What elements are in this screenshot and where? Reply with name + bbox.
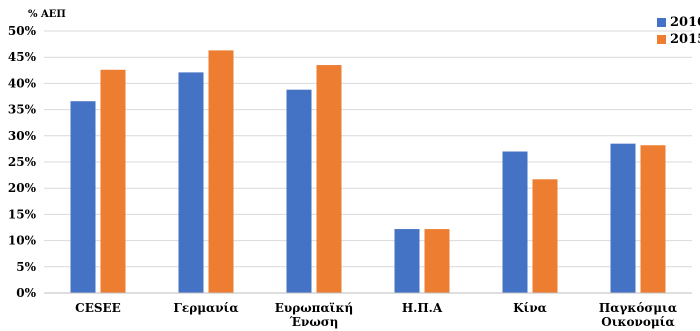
y-tick-label: 10% <box>8 234 37 248</box>
legend-item-2015: 2015 <box>657 31 700 48</box>
bars <box>70 50 666 293</box>
legend-label-2010: 2010 <box>670 15 700 30</box>
bar-2015-3 <box>424 229 450 293</box>
legend-swatch-2015 <box>657 35 666 44</box>
x-tick-label: Παγκόσμια Οικονομία <box>599 301 677 329</box>
bar-2010-3 <box>394 229 420 293</box>
x-tick-label: Η.Π.Α <box>402 301 443 315</box>
bar-2015-4 <box>532 179 558 293</box>
legend-swatch-2010 <box>657 18 666 27</box>
legend-label-2015: 2015 <box>670 32 700 47</box>
y-tick-label: 45% <box>8 50 37 64</box>
bar-2015-0 <box>100 69 126 293</box>
bar-2015-5 <box>640 145 666 293</box>
bar-2015-2 <box>316 65 342 293</box>
y-tick-label: 15% <box>8 207 37 221</box>
y-tick-label: 20% <box>8 181 37 195</box>
bar-2010-1 <box>178 72 204 293</box>
x-tick-label: Γερμανία <box>173 301 238 315</box>
bar-2015-1 <box>208 50 234 293</box>
y-tick-label: 50% <box>8 24 37 38</box>
bar-2010-0 <box>70 101 96 293</box>
y-tick-label: 25% <box>8 155 37 169</box>
x-tick-labels: CESEE Γερμανία Ευρωπαϊκή Ένωση Η.Π.Α Κίνα Παγκ… <box>75 301 677 329</box>
y-tick-labels: 0% 5% 10% 15% 20% 25% 30% 35% 40% 45% 50% <box>8 24 37 300</box>
bar-2010-2 <box>286 89 312 293</box>
bar-2010-5 <box>610 143 636 293</box>
y-tick-label: 5% <box>16 260 36 274</box>
y-tick-label: 0% <box>16 286 36 300</box>
legend-item-2010: 2010 <box>657 14 700 31</box>
y-axis-unit-label: % ΑΕΠ <box>28 9 66 20</box>
gridlines <box>44 30 692 268</box>
y-tick-label: 30% <box>8 129 37 143</box>
x-tick-label: Κίνα <box>513 301 547 315</box>
legend: 2010 2015 <box>657 14 700 48</box>
y-tick-label: 35% <box>8 103 37 117</box>
x-tick-label: Ευρωπαϊκή Ένωση <box>275 301 353 329</box>
x-tick-label: CESEE <box>75 301 121 315</box>
bar-2010-4 <box>502 151 528 293</box>
y-tick-label: 40% <box>8 76 37 90</box>
